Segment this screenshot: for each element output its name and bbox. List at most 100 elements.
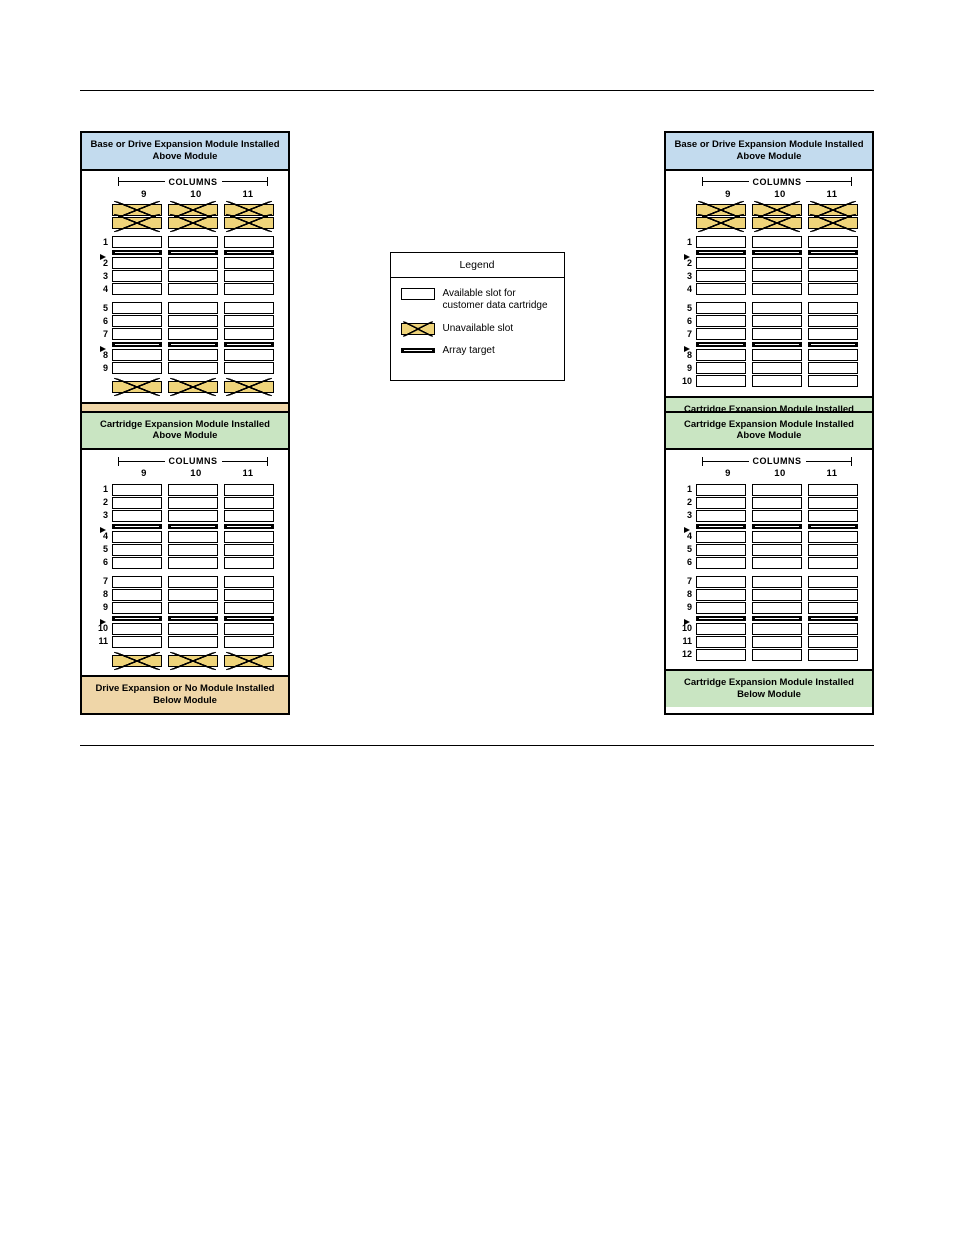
row-number: 12	[674, 650, 696, 659]
available-slot	[112, 557, 162, 569]
available-slot	[168, 328, 218, 340]
row-number: 2	[674, 259, 696, 268]
available-slot	[168, 315, 218, 327]
column-number: 11	[222, 466, 274, 483]
row-number: 6	[90, 317, 112, 326]
legend: Legend Available slot for customer data …	[390, 252, 565, 381]
array-target	[112, 250, 162, 255]
available-slot	[168, 497, 218, 509]
slot-row: 8	[674, 588, 858, 601]
slot-row: 11	[674, 635, 858, 648]
column-number: 9	[702, 466, 754, 483]
unavailable-slot	[224, 217, 274, 229]
unavailable-row	[90, 217, 274, 230]
array-target	[224, 616, 274, 621]
slot-row: 6	[90, 315, 274, 328]
slot-row: 2	[674, 257, 858, 270]
row-number: 10	[90, 624, 112, 633]
slot-row: 5	[674, 302, 858, 315]
unavailable-slot	[224, 655, 274, 667]
columns-label-wrap: COLUMNS 91011	[666, 450, 872, 483]
slot-row: 2	[674, 496, 858, 509]
top-divider	[80, 90, 874, 91]
available-slot	[168, 302, 218, 314]
columns-label: COLUMNS	[753, 177, 802, 187]
available-slot	[224, 349, 274, 361]
array-target-row	[90, 249, 274, 257]
array-target	[752, 250, 802, 255]
column-number: 10	[170, 466, 222, 483]
row-number: 3	[90, 272, 112, 281]
target-swatch	[401, 348, 435, 353]
row-number: 1	[90, 238, 112, 247]
available-slot	[808, 557, 858, 569]
available-slot	[808, 510, 858, 522]
slot-row: 9	[90, 362, 274, 375]
available-slot	[696, 544, 746, 556]
available-slot	[752, 623, 802, 635]
row-number: 10	[674, 624, 696, 633]
row-number: 9	[674, 364, 696, 373]
legend-item-unavailable: Unavailable slot	[401, 323, 554, 336]
array-target	[752, 342, 802, 347]
array-target	[112, 616, 162, 621]
available-slot	[112, 349, 162, 361]
available-slot	[168, 576, 218, 588]
available-slot	[168, 623, 218, 635]
available-slot	[112, 257, 162, 269]
available-slot	[696, 497, 746, 509]
row-number: 5	[90, 545, 112, 554]
available-slot	[696, 236, 746, 248]
available-slot	[224, 302, 274, 314]
available-slot	[808, 649, 858, 661]
row-number: 5	[90, 304, 112, 313]
slot-row: 6	[90, 556, 274, 569]
available-slot	[224, 576, 274, 588]
available-slot	[224, 497, 274, 509]
slots-area: 12345678910	[666, 204, 872, 396]
legend-label: Available slot for customer data cartrid…	[443, 288, 554, 313]
slot-row: 7	[90, 575, 274, 588]
available-slot	[168, 602, 218, 614]
available-slot	[224, 362, 274, 374]
available-slot	[696, 315, 746, 327]
array-target	[112, 524, 162, 529]
available-slot	[168, 557, 218, 569]
slot-row: 10	[674, 622, 858, 635]
row-number: 6	[674, 317, 696, 326]
row-number: 9	[674, 603, 696, 612]
array-target-row	[674, 614, 858, 622]
available-slot	[224, 257, 274, 269]
available-slot	[224, 544, 274, 556]
available-slot	[112, 283, 162, 295]
slot-row: 2	[90, 496, 274, 509]
row-number: 2	[90, 259, 112, 268]
row-number: 3	[674, 511, 696, 520]
unavailable-row	[674, 217, 858, 230]
columns-label: COLUMNS	[753, 456, 802, 466]
available-slot	[808, 623, 858, 635]
available-slot	[696, 375, 746, 387]
column-numbers: 91011	[666, 466, 872, 483]
columns-label-wrap: COLUMNS 91011	[82, 171, 288, 204]
available-slot	[112, 510, 162, 522]
slot-row: 4	[674, 283, 858, 296]
legend-label: Array target	[443, 345, 495, 358]
available-slot	[808, 636, 858, 648]
available-slot	[168, 270, 218, 282]
row-number: 7	[90, 330, 112, 339]
available-slot	[808, 257, 858, 269]
available-slot	[168, 589, 218, 601]
available-slot	[752, 497, 802, 509]
array-target	[224, 250, 274, 255]
row-number: 4	[674, 285, 696, 294]
available-slot	[112, 328, 162, 340]
available-slot	[752, 236, 802, 248]
slot-row: 1	[90, 483, 274, 496]
available-slot	[112, 484, 162, 496]
slot-row: 4	[674, 530, 858, 543]
available-slot	[168, 283, 218, 295]
available-slot	[112, 576, 162, 588]
available-slot	[752, 302, 802, 314]
slot-row: 5	[90, 543, 274, 556]
